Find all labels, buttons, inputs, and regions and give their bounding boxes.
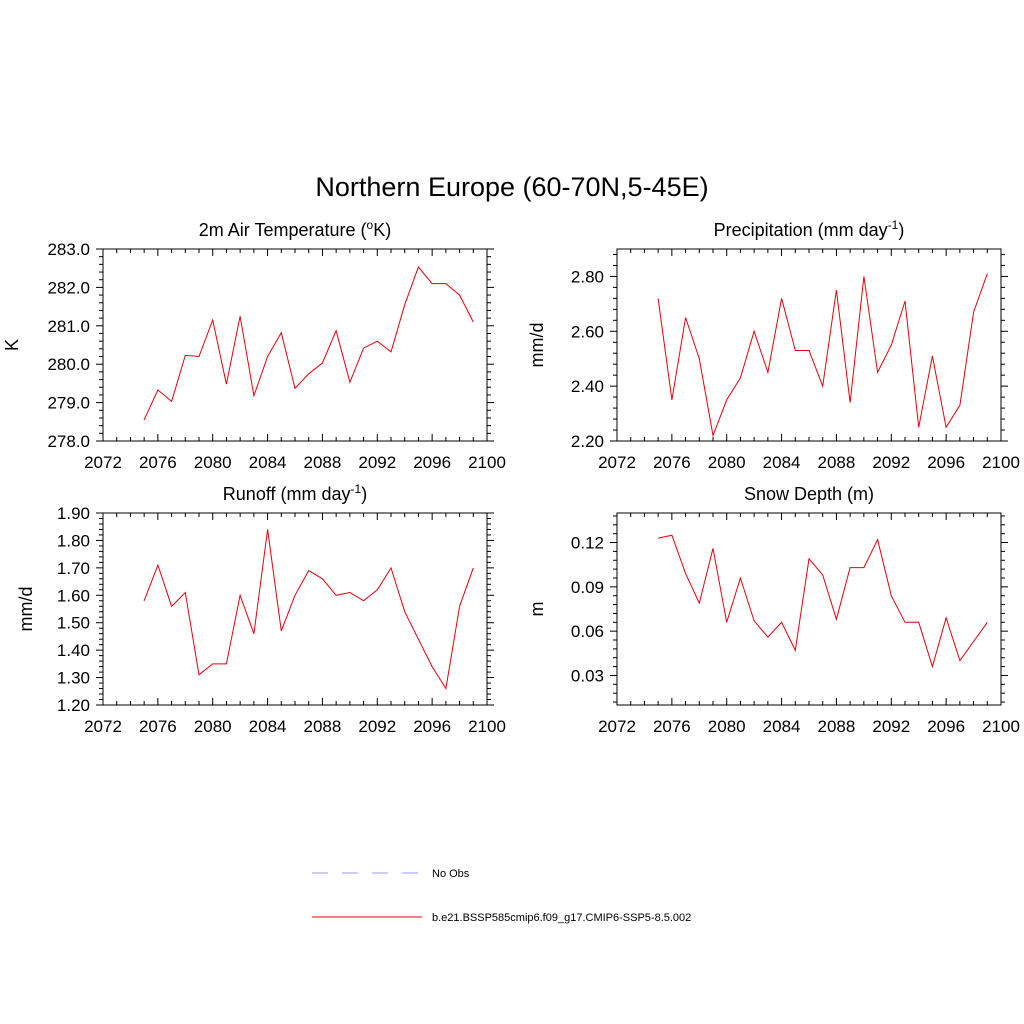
y-tick-label: 0.12 [571, 534, 604, 553]
plot-frame [102, 512, 488, 706]
y-tick-label: 283.0 [47, 240, 90, 259]
panel-title-superscript: o [367, 218, 374, 232]
y-tick-label: 0.03 [571, 666, 604, 685]
y-axis-label: mm/d [527, 323, 547, 368]
y-tick-label: 282.0 [47, 278, 90, 297]
x-tick-label: 2080 [708, 717, 746, 736]
x-tick-label: 2076 [139, 453, 177, 472]
y-tick-label: 0.09 [571, 578, 604, 597]
x-tick-label: 2072 [84, 453, 122, 472]
x-tick-label: 2100 [468, 453, 506, 472]
y-axis-label: mm/d [16, 587, 36, 632]
x-tick-label: 2088 [818, 453, 856, 472]
plot-frame [102, 248, 488, 442]
y-tick-label: 2.60 [571, 322, 604, 341]
series-line-1 [143, 266, 474, 421]
panel-title-tail: ) [898, 220, 904, 240]
panel-title-superscript: -1 [888, 218, 899, 232]
page-title: Northern Europe (60-70N,5-45E) [315, 172, 708, 202]
x-tick-label: 2080 [194, 717, 232, 736]
panel-4: 2072 2076 2080 2084 2088 2092 2096 2100 0.03 0.06… [527, 484, 1020, 736]
legend-label-no-obs: No Obs [432, 868, 470, 880]
y-tick-label: 0.06 [571, 622, 604, 641]
panels: 2072 2076 2080 2084 2088 2092 2096 2100 278.0 279… [2, 218, 1020, 736]
series-line-1 [657, 273, 988, 438]
y-tick-label: 280.0 [47, 355, 90, 374]
y-tick-label: 2.20 [571, 432, 604, 451]
panel-title: Snow Depth (m) [744, 484, 874, 504]
panel-title-tail: K) [373, 220, 391, 240]
y-axis-label: m [527, 602, 547, 617]
x-tick-label: 2076 [653, 717, 691, 736]
x-tick-label: 2096 [413, 453, 451, 472]
x-tick-label: 2100 [468, 717, 506, 736]
x-tick-label: 2084 [763, 717, 801, 736]
y-tick-label: 281.0 [47, 317, 90, 336]
panel-title-tail: ) [361, 484, 367, 504]
x-tick-label: 2096 [413, 717, 451, 736]
y-tick-label: 1.50 [57, 614, 90, 633]
x-tick-label: 2092 [358, 453, 396, 472]
panel-1: 2072 2076 2080 2084 2088 2092 2096 2100 278.0 279… [2, 218, 506, 472]
y-axis-label: K [2, 339, 22, 351]
y-tick-label: 1.30 [57, 669, 90, 688]
x-tick-label: 2080 [194, 453, 232, 472]
x-tick-label: 2100 [982, 717, 1020, 736]
panel-title: 2m Air Temperature (oK) [199, 218, 391, 240]
panel-title-main: Snow Depth (m) [744, 484, 874, 504]
x-tick-label: 2084 [249, 717, 287, 736]
x-tick-label: 2096 [927, 717, 965, 736]
y-tick-label: 1.40 [57, 641, 90, 660]
panel-title: Precipitation (mm day-1) [714, 218, 905, 240]
x-tick-label: 2084 [763, 453, 801, 472]
panel-title-main: 2m Air Temperature ( [199, 220, 367, 240]
panel-title-main: Runoff (mm day [223, 484, 351, 504]
x-tick-label: 2072 [598, 453, 636, 472]
x-tick-label: 2092 [872, 453, 910, 472]
x-tick-label: 2092 [358, 717, 396, 736]
x-tick-label: 2100 [982, 453, 1020, 472]
legend-label-model: b.e21.BSSP585cmip6.f09_g17.CMIP6-SSP5-8.… [432, 912, 691, 924]
x-tick-label: 2088 [818, 717, 856, 736]
y-tick-label: 1.70 [57, 559, 90, 578]
x-tick-label: 2084 [249, 453, 287, 472]
series-line-1 [143, 529, 474, 690]
y-tick-label: 1.90 [57, 504, 90, 523]
x-tick-label: 2072 [598, 717, 636, 736]
legend: No Obs b.e21.BSSP585cmip6.f09_g17.CMIP6-… [312, 868, 691, 924]
y-tick-label: 1.20 [57, 696, 90, 715]
y-tick-label: 2.40 [571, 377, 604, 396]
x-tick-label: 2076 [139, 717, 177, 736]
x-tick-label: 2088 [304, 453, 342, 472]
y-tick-label: 2.80 [571, 267, 604, 286]
panel-3: 2072 2076 2080 2084 2088 2092 2096 2100 1.20 1.30… [16, 482, 506, 736]
series-line-1 [657, 534, 988, 669]
panel-title: Runoff (mm day-1) [223, 482, 367, 504]
y-tick-label: 278.0 [47, 432, 90, 451]
x-tick-label: 2072 [84, 717, 122, 736]
y-tick-label: 279.0 [47, 394, 90, 413]
x-tick-label: 2092 [872, 717, 910, 736]
y-tick-label: 1.60 [57, 586, 90, 605]
panel-title-main: Precipitation (mm day [714, 220, 888, 240]
x-tick-label: 2096 [927, 453, 965, 472]
panel-title-superscript: -1 [351, 482, 362, 496]
x-tick-label: 2076 [653, 453, 691, 472]
x-tick-label: 2080 [708, 453, 746, 472]
x-tick-label: 2088 [304, 717, 342, 736]
panel-2: 2072 2076 2080 2084 2088 2092 2096 2100 2.20 2.40… [527, 218, 1020, 472]
y-tick-label: 1.80 [57, 531, 90, 550]
